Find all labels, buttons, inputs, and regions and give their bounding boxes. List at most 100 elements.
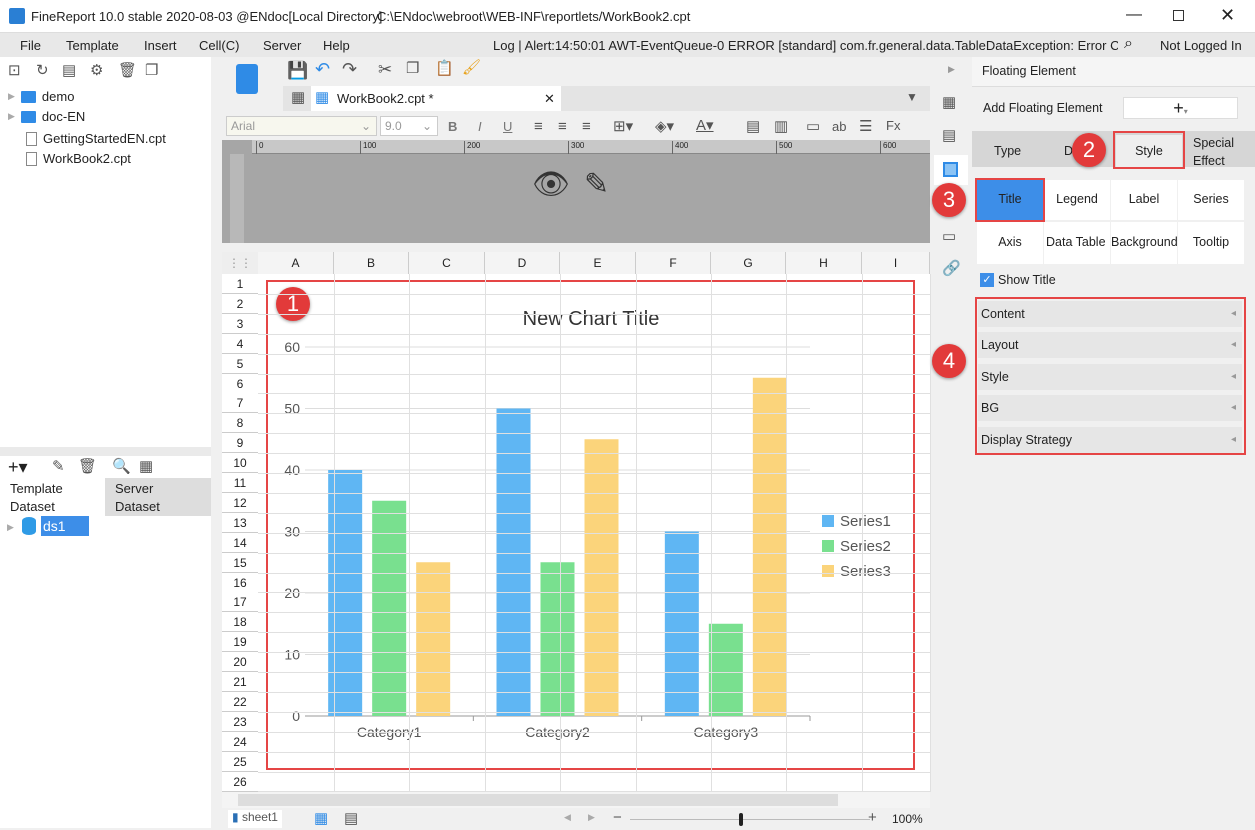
prev-sheet-icon[interactable]: ◀	[564, 812, 571, 822]
minimize-button[interactable]: —	[1126, 6, 1142, 23]
column-header-G[interactable]: G	[711, 252, 786, 274]
row-header-17[interactable]: 17	[222, 592, 258, 613]
row-header-4[interactable]: 4	[222, 333, 258, 354]
column-header-A[interactable]: A	[258, 252, 334, 274]
zoom-slider[interactable]	[630, 813, 870, 826]
column-header-C[interactable]: C	[409, 252, 485, 274]
row-header-1[interactable]: 1	[222, 274, 258, 294]
row-header-5[interactable]: 5	[222, 353, 258, 374]
align-left-icon[interactable]: ≡	[534, 118, 543, 135]
row-header-20[interactable]: 20	[222, 652, 258, 673]
menu-server[interactable]: Server	[263, 38, 302, 53]
next-sheet-icon[interactable]: ▶	[588, 812, 595, 822]
column-header-B[interactable]: B	[334, 252, 409, 274]
formula-icon[interactable]: Fx	[886, 118, 901, 133]
dataset-settings-icon[interactable]: ▦	[139, 458, 154, 475]
undo-icon[interactable]: ↶	[315, 59, 331, 79]
font-color-icon[interactable]: A▾	[696, 117, 714, 134]
row-header-6[interactable]: 6	[222, 373, 258, 394]
style-tab-label[interactable]: Label	[1111, 180, 1177, 220]
text-icon[interactable]: ab	[832, 119, 847, 134]
new-sheet-icon[interactable]: ▦	[291, 89, 306, 106]
horizontal-scrollbar[interactable]	[222, 792, 930, 808]
column-header-E[interactable]: E	[560, 252, 636, 274]
row-header-16[interactable]: 16	[222, 572, 258, 593]
style-tab-data-table[interactable]: Data Table	[1044, 222, 1110, 264]
menu-cell[interactable]: Cell(C)	[199, 38, 240, 53]
row-header-26[interactable]: 26	[222, 771, 258, 792]
cell-element-icon[interactable]: ▦	[942, 94, 957, 111]
menu-file[interactable]: File	[20, 38, 41, 53]
template-type-icon[interactable]	[236, 64, 258, 94]
maximize-button[interactable]	[1173, 10, 1184, 21]
tree-item-doc-en[interactable]: ▶ doc-EN	[8, 109, 86, 124]
font-size-select[interactable]: 9.0 ⌄	[380, 116, 438, 136]
tab-type[interactable]: Type	[994, 144, 1022, 158]
row-header-11[interactable]: 11	[222, 473, 258, 493]
tab-style[interactable]: Style	[1116, 135, 1182, 167]
tab-template-dataset[interactable]: Template Dataset	[0, 478, 105, 516]
row-header-9[interactable]: 9	[222, 433, 258, 454]
tab-workbook2[interactable]: ▦ WorkBook2.cpt * ✕	[311, 86, 561, 111]
section-style[interactable]: Style	[978, 364, 1242, 390]
fill-color-icon[interactable]: ◈▾	[655, 118, 675, 135]
column-header-F[interactable]: F	[636, 252, 711, 274]
zoom-out-icon[interactable]: −	[613, 809, 622, 826]
tree-item-gettingstarted[interactable]: GettingStartedEN.cpt	[26, 131, 166, 146]
delete-icon[interactable]: 🗑	[118, 62, 138, 79]
row-header-7[interactable]: 7	[222, 393, 258, 414]
row-header-14[interactable]: 14	[222, 532, 258, 553]
row-header-23[interactable]: 23	[222, 711, 258, 732]
section-display-strategy[interactable]: Display Strategy	[978, 427, 1242, 453]
log-alert[interactable]: Log | Alert:14:50:01 AWT-EventQueue-0 ER…	[493, 38, 1118, 53]
wrap-icon[interactable]: ☰	[859, 118, 873, 135]
section-layout[interactable]: Layout	[978, 332, 1242, 358]
column-header-D[interactable]: D	[485, 252, 560, 274]
cut-icon[interactable]: ✂	[378, 60, 393, 79]
border-icon[interactable]: ⊞▾	[613, 118, 634, 135]
collapse-icon[interactable]: ▶	[948, 64, 955, 74]
copy-icon[interactable]: ❐	[145, 62, 159, 79]
panel-splitter[interactable]	[0, 447, 211, 456]
add-sheet-icon[interactable]: ▦	[314, 810, 329, 827]
row-header-3[interactable]: 3	[222, 313, 258, 334]
tree-item-workbook2[interactable]: WorkBook2.cpt	[26, 151, 131, 166]
menu-insert[interactable]: Insert	[144, 38, 177, 53]
section-content[interactable]: Content	[978, 301, 1242, 327]
underline-icon[interactable]: U	[503, 119, 513, 134]
refresh-icon[interactable]: ↻	[36, 62, 49, 79]
close-tab-icon[interactable]: ✕	[544, 91, 555, 106]
redo-icon[interactable]: ↷	[342, 59, 358, 79]
show-title-checkbox[interactable]: ✓	[980, 273, 994, 287]
menu-template[interactable]: Template	[66, 38, 119, 53]
save-icon[interactable]: 💾	[287, 61, 309, 80]
row-header-15[interactable]: 15	[222, 552, 258, 573]
row-header-18[interactable]: 18	[222, 612, 258, 633]
open-icon[interactable]: ▤	[62, 62, 77, 79]
preview-icon[interactable]: 🔍	[112, 458, 131, 475]
tab-menu-icon[interactable]: ▼	[906, 90, 918, 104]
row-header-8[interactable]: 8	[222, 413, 258, 434]
menu-help[interactable]: Help	[323, 38, 350, 53]
style-tab-background[interactable]: Background	[1111, 222, 1177, 264]
unmerge-icon[interactable]: ▥	[774, 118, 789, 135]
column-header-I[interactable]: I	[862, 252, 930, 274]
section-bg[interactable]: BG	[978, 395, 1242, 421]
expand-icon[interactable]: ▶	[7, 522, 14, 532]
style-tab-series[interactable]: Series	[1178, 180, 1244, 220]
row-header-24[interactable]: 24	[222, 731, 258, 752]
dataset-ds1[interactable]: ds1	[41, 516, 89, 536]
tab-data[interactable]: D	[1064, 144, 1074, 158]
close-button[interactable]: ✕	[1220, 5, 1236, 25]
zoom-in-icon[interactable]: +	[868, 809, 877, 826]
row-header-13[interactable]: 13	[222, 512, 258, 533]
italic-icon[interactable]: I	[478, 119, 482, 134]
add-dataset-icon[interactable]: +▾	[8, 457, 28, 477]
insert-row-icon[interactable]: ▭	[806, 118, 821, 135]
hyperlink-icon[interactable]: 🔗	[942, 260, 961, 277]
font-family-select[interactable]: Arial ⌄	[226, 116, 377, 136]
select-all-corner[interactable]: ⋮⋮	[222, 252, 258, 274]
row-header-12[interactable]: 12	[222, 492, 258, 513]
tab-server-dataset[interactable]: Server Dataset	[105, 478, 211, 516]
align-right-icon[interactable]: ≡	[582, 118, 591, 135]
